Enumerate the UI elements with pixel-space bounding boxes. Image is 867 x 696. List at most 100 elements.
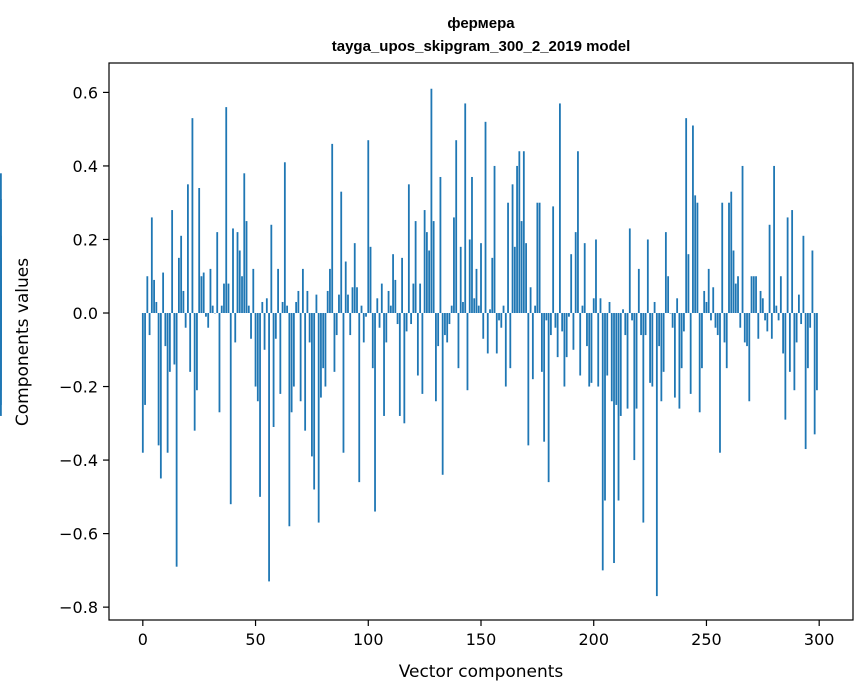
bar xyxy=(649,313,651,383)
bar xyxy=(392,254,394,314)
x-tick-label: 100 xyxy=(353,630,384,649)
x-tick-label: 150 xyxy=(466,630,497,649)
bar xyxy=(725,313,728,369)
bar xyxy=(153,279,155,314)
bar xyxy=(444,313,446,336)
bar xyxy=(182,290,185,314)
bar xyxy=(800,313,803,325)
bar xyxy=(707,268,710,314)
bar xyxy=(750,276,753,314)
bar xyxy=(549,313,552,336)
bar xyxy=(509,313,512,369)
bar xyxy=(225,107,228,314)
bar xyxy=(196,313,198,391)
bar xyxy=(387,290,390,314)
bar xyxy=(592,298,595,314)
y-tick-label: 0.6 xyxy=(73,83,98,102)
bar xyxy=(504,313,507,387)
bar xyxy=(543,313,546,442)
bar xyxy=(471,176,473,313)
y-tick-label: 0.2 xyxy=(73,230,98,249)
bar xyxy=(791,210,794,313)
bar xyxy=(556,313,559,358)
bar xyxy=(719,313,721,453)
bar xyxy=(746,313,748,347)
bar xyxy=(0,294,2,313)
bar xyxy=(784,313,787,420)
plot-frame xyxy=(108,62,854,621)
bar xyxy=(570,254,573,314)
bar xyxy=(425,232,428,313)
bar xyxy=(468,239,471,314)
bar xyxy=(326,290,329,314)
bar xyxy=(207,313,210,328)
bar xyxy=(807,313,809,369)
bar xyxy=(286,305,289,313)
bar xyxy=(583,243,586,313)
x-tick-label: 50 xyxy=(245,630,265,649)
bar xyxy=(664,232,667,313)
bar xyxy=(265,298,268,314)
bar xyxy=(168,313,171,372)
bar xyxy=(0,235,2,314)
bar xyxy=(419,283,422,313)
bar xyxy=(299,313,302,402)
bar xyxy=(701,313,703,369)
bar xyxy=(489,309,491,314)
bar xyxy=(554,313,557,328)
bar xyxy=(365,313,367,317)
bar xyxy=(486,313,489,354)
bar xyxy=(721,202,724,314)
bar xyxy=(761,298,764,314)
bar xyxy=(680,313,683,369)
bar xyxy=(254,313,257,387)
bar xyxy=(317,313,320,523)
x-tick-label: 300 xyxy=(804,630,835,649)
bar xyxy=(250,313,252,339)
bar xyxy=(191,118,194,314)
bar xyxy=(606,313,609,376)
bar xyxy=(453,217,455,314)
bar xyxy=(175,313,178,567)
bar xyxy=(739,313,742,328)
bar xyxy=(755,276,757,314)
bar xyxy=(247,305,250,313)
bar xyxy=(673,313,676,398)
bar xyxy=(405,313,408,332)
bar xyxy=(288,313,291,527)
bar xyxy=(313,313,316,490)
x-tick-label: 200 xyxy=(578,630,609,649)
bar xyxy=(234,313,237,343)
bar xyxy=(394,279,397,314)
bar xyxy=(502,305,505,313)
bar xyxy=(466,313,469,391)
bar xyxy=(683,313,685,332)
bar xyxy=(353,243,356,313)
bar xyxy=(748,313,751,402)
bar xyxy=(457,313,460,369)
bar xyxy=(473,298,476,314)
bar xyxy=(705,301,708,314)
bar xyxy=(455,140,458,314)
bar xyxy=(335,313,338,336)
bar xyxy=(622,309,624,314)
bar xyxy=(259,313,261,497)
bar xyxy=(734,283,737,313)
bar xyxy=(198,188,201,313)
bar xyxy=(297,290,300,314)
bar xyxy=(450,305,453,313)
y-tick-label: 0.4 xyxy=(73,157,98,176)
bar xyxy=(484,121,487,314)
bar xyxy=(200,276,203,314)
bar xyxy=(768,224,771,314)
bar xyxy=(513,246,516,314)
bar xyxy=(619,313,622,416)
bar xyxy=(220,305,223,313)
bar xyxy=(615,313,618,405)
bar xyxy=(290,313,293,413)
bar xyxy=(367,140,370,314)
bar xyxy=(157,313,160,446)
bar xyxy=(770,313,773,339)
bar xyxy=(283,162,286,314)
